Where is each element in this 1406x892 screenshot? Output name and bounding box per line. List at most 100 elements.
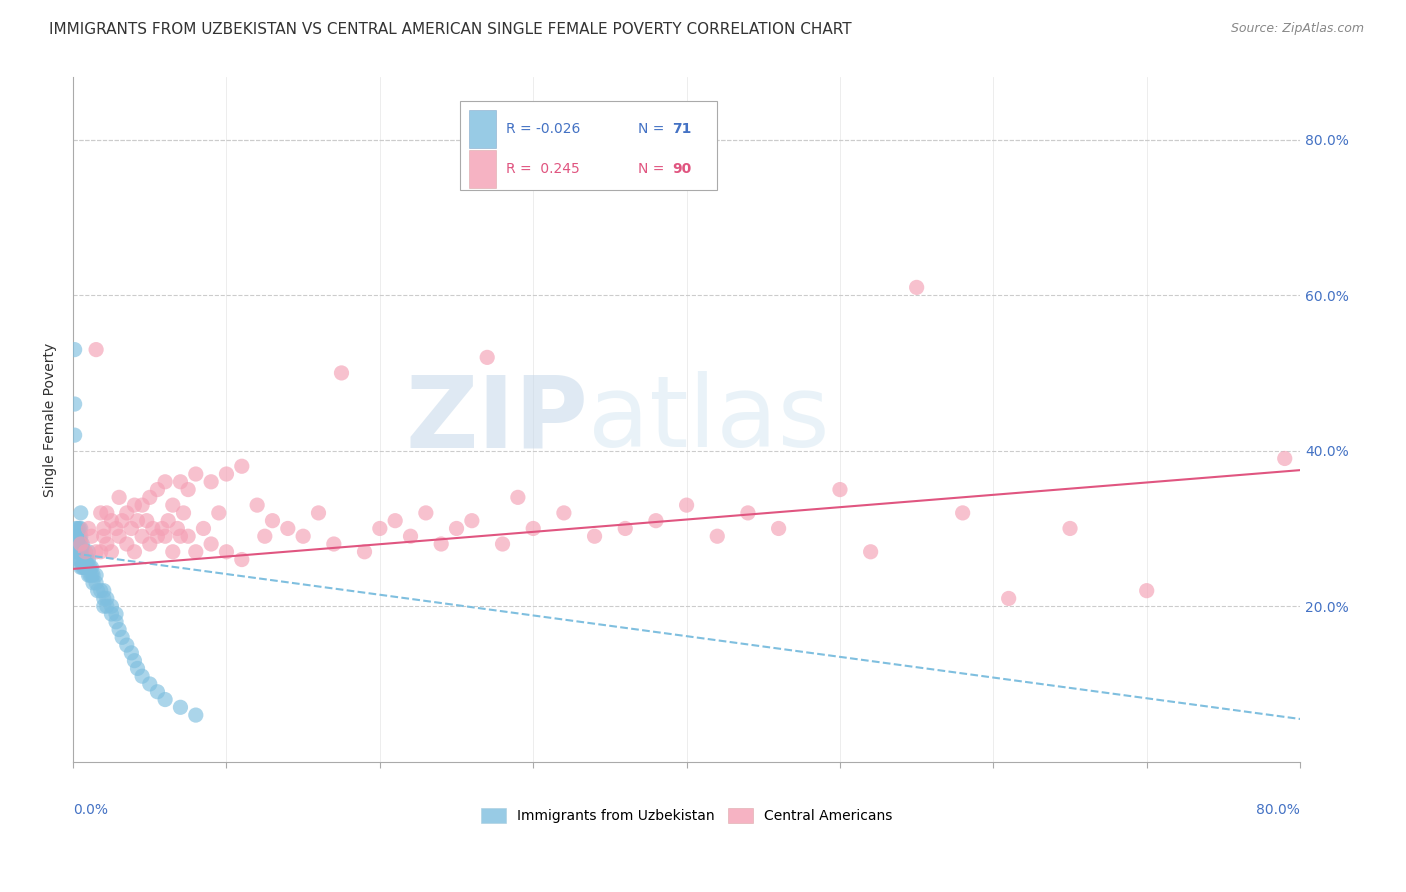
Text: IMMIGRANTS FROM UZBEKISTAN VS CENTRAL AMERICAN SINGLE FEMALE POVERTY CORRELATION: IMMIGRANTS FROM UZBEKISTAN VS CENTRAL AM… <box>49 22 852 37</box>
Point <box>131 529 153 543</box>
Point <box>82 568 104 582</box>
FancyBboxPatch shape <box>470 110 496 147</box>
Point <box>135 514 157 528</box>
Point <box>583 529 606 543</box>
Point <box>100 607 122 621</box>
FancyBboxPatch shape <box>470 150 496 187</box>
Point <box>120 646 142 660</box>
Point <box>859 545 882 559</box>
Point <box>72 560 94 574</box>
Point <box>139 491 162 505</box>
Point <box>115 506 138 520</box>
Point <box>111 514 134 528</box>
Point <box>69 521 91 535</box>
Point <box>75 560 97 574</box>
Text: 90: 90 <box>672 162 692 176</box>
Point <box>84 568 107 582</box>
Point <box>157 514 180 528</box>
Point <box>65 521 87 535</box>
Point <box>131 498 153 512</box>
Point <box>737 506 759 520</box>
Point <box>75 545 97 559</box>
Point <box>208 506 231 520</box>
Point <box>353 545 375 559</box>
Point <box>65 545 87 559</box>
Point <box>96 599 118 614</box>
Point <box>124 498 146 512</box>
Point <box>184 708 207 723</box>
Point <box>75 552 97 566</box>
Point <box>675 498 697 512</box>
Point <box>73 545 96 559</box>
Point <box>73 560 96 574</box>
Point <box>79 568 101 582</box>
FancyBboxPatch shape <box>460 102 717 190</box>
Point <box>215 545 238 559</box>
Point <box>115 537 138 551</box>
Point <box>262 514 284 528</box>
Point <box>200 475 222 489</box>
Point <box>124 545 146 559</box>
Point <box>177 529 200 543</box>
Text: 80.0%: 80.0% <box>1256 803 1301 817</box>
Point <box>65 537 87 551</box>
Point <box>477 351 499 365</box>
Point <box>69 537 91 551</box>
Point <box>446 521 468 535</box>
Point <box>139 537 162 551</box>
Point <box>72 537 94 551</box>
Point <box>200 537 222 551</box>
Point <box>80 529 103 543</box>
Text: R = -0.026: R = -0.026 <box>506 122 581 136</box>
Point <box>231 459 253 474</box>
Text: atlas: atlas <box>589 371 830 468</box>
Point <box>142 521 165 535</box>
Point <box>415 506 437 520</box>
Point <box>1059 521 1081 535</box>
Point <box>67 537 90 551</box>
Y-axis label: Single Female Poverty: Single Female Poverty <box>44 343 58 497</box>
Text: R =  0.245: R = 0.245 <box>506 162 579 176</box>
Point <box>69 506 91 520</box>
Point <box>173 506 195 520</box>
Point <box>127 514 149 528</box>
Point <box>127 661 149 675</box>
Point <box>69 552 91 566</box>
Legend: Immigrants from Uzbekistan, Central Americans: Immigrants from Uzbekistan, Central Amer… <box>481 808 893 823</box>
Point <box>308 506 330 520</box>
Point <box>77 545 100 559</box>
Point <box>72 545 94 559</box>
Point <box>67 529 90 543</box>
Point <box>506 491 529 505</box>
Point <box>73 552 96 566</box>
Point <box>84 343 107 357</box>
Point <box>67 521 90 535</box>
Point <box>105 615 128 629</box>
Point <box>215 467 238 481</box>
Point <box>322 537 344 551</box>
Point <box>491 537 513 551</box>
Point <box>153 475 176 489</box>
Point <box>153 692 176 706</box>
Point <box>384 514 406 528</box>
Point <box>522 521 544 535</box>
Point <box>82 575 104 590</box>
Point <box>96 537 118 551</box>
Point <box>645 514 668 528</box>
Point <box>66 521 89 535</box>
Point <box>93 591 115 606</box>
Point <box>706 529 728 543</box>
Point <box>67 545 90 559</box>
Point <box>146 685 169 699</box>
Point <box>108 529 131 543</box>
Point <box>108 623 131 637</box>
Point <box>166 521 188 535</box>
Point <box>66 552 89 566</box>
Point <box>93 599 115 614</box>
Point <box>90 583 112 598</box>
Point <box>184 545 207 559</box>
Point <box>131 669 153 683</box>
Point <box>96 506 118 520</box>
Point <box>63 343 86 357</box>
Point <box>169 475 191 489</box>
